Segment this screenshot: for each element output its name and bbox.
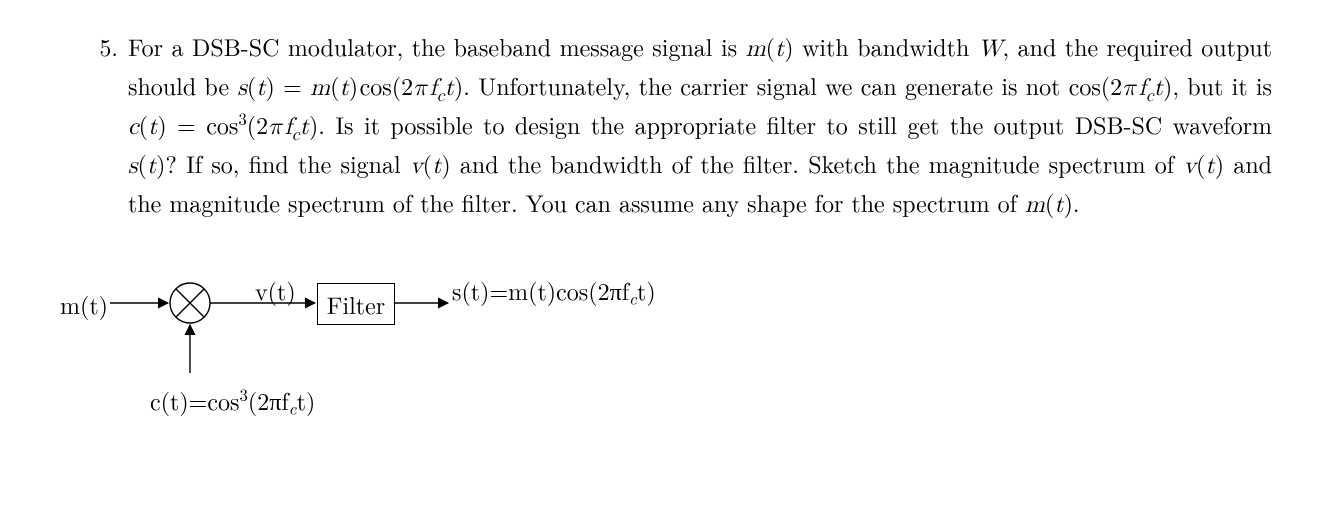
label-carrier: c(t)=cos3(2πfct) [150, 383, 315, 420]
problem-text: For a DSB-SC modulator, the baseband mes… [128, 28, 1272, 223]
filter-block: Filter [317, 283, 395, 325]
block-diagram: m(t) v(t) Filter s(t)=m(t)cos(2πfct) c(t… [60, 273, 960, 473]
label-mt: m(t) [60, 287, 108, 321]
label-vt: v(t) [255, 273, 296, 307]
problem-number: 5. [60, 28, 128, 64]
problem: 5. For a DSB-SC modulator, the baseband … [60, 28, 1272, 223]
label-st: s(t)=m(t)cos(2πfct) [452, 273, 656, 310]
page: 5. For a DSB-SC modulator, the baseband … [0, 0, 1332, 522]
